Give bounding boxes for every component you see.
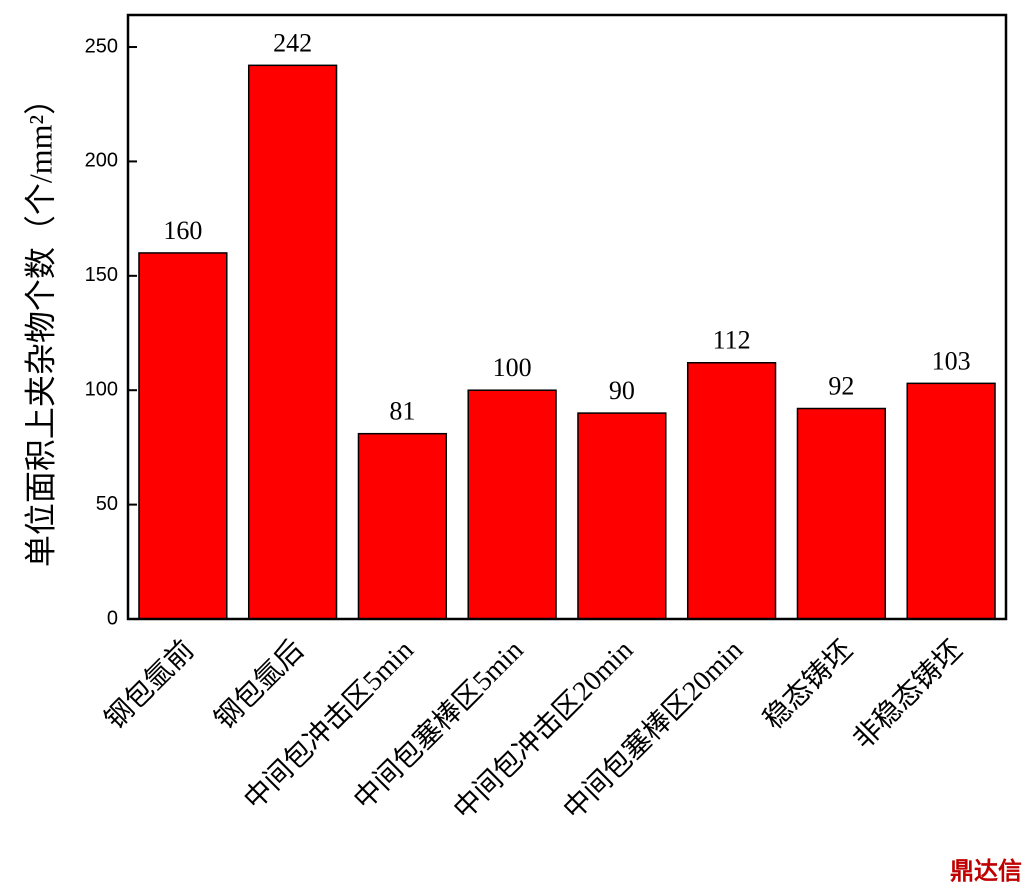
y-tick-label: 50 [96, 493, 118, 515]
value-label: 112 [713, 326, 751, 355]
value-label: 103 [932, 346, 971, 375]
plot-frame [126, 13, 1008, 621]
value-label: 100 [493, 353, 532, 382]
y-tick-label: 250 [85, 35, 118, 57]
y-tick-label: 150 [85, 264, 118, 286]
bar [357, 432, 448, 620]
value-label: 242 [273, 28, 312, 57]
watermark: 鼎达信 [950, 857, 1022, 885]
x-tick-label: 钢包氩前 [99, 634, 201, 736]
bar [906, 382, 996, 620]
y-tick-label: 0 [107, 607, 118, 629]
bar [796, 407, 887, 620]
value-label: 92 [828, 371, 854, 400]
y-tick-label: 100 [85, 378, 118, 400]
value-label: 160 [163, 216, 202, 245]
x-tick-label: 稳态铸坯 [757, 634, 859, 736]
x-tick-label: 中间包冲击区20min [447, 634, 639, 826]
y-tick-label: 200 [85, 150, 118, 172]
bar [686, 362, 777, 620]
x-tick-label: 钢包氩后 [208, 634, 310, 736]
bar [467, 389, 557, 620]
value-label: 81 [389, 397, 415, 426]
value-label: 90 [609, 376, 635, 405]
bar [138, 252, 228, 620]
bar [577, 412, 667, 620]
bar [247, 64, 338, 620]
x-tick-label: 非稳态铸坯 [847, 634, 969, 756]
x-tick-label: 中间包塞棒区20min [557, 634, 749, 826]
y-axis-label: 单位面积上夹杂物个数（个/mm²） [22, 83, 58, 567]
